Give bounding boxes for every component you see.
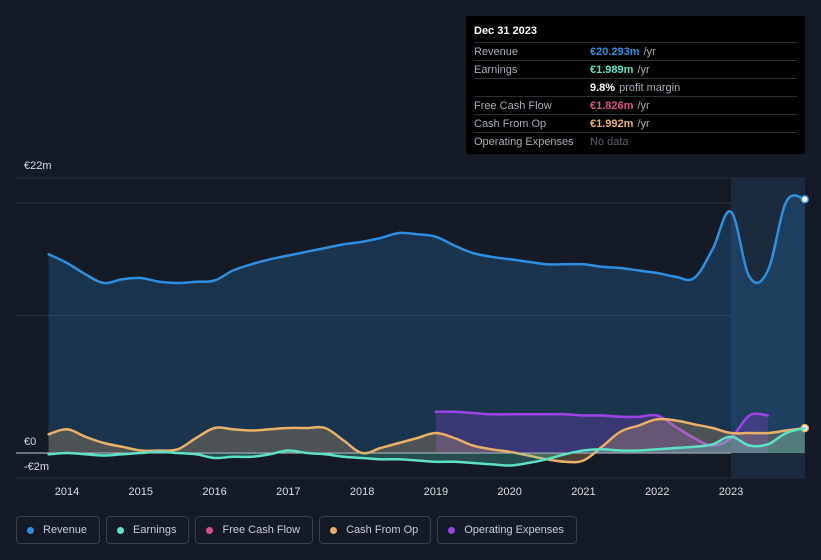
tooltip-row-cash-from-op: Cash From Op €1.992m /yr [474,114,797,132]
tooltip-value: €20.293m [590,45,640,58]
x-tick-label: 2015 [129,486,153,498]
tooltip-title: Dec 31 2023 [474,25,537,37]
legend-label: Earnings [133,524,177,536]
axes: €22m €0 -€2m 2014 2015 2016 2017 2018 2019 2020 20… [24,160,743,498]
earnings-line [47,426,807,467]
y-tick-label: €0 [24,436,36,448]
tooltip-unit: /yr [643,45,656,58]
x-tick-label: 2020 [497,486,521,498]
highlight-region [731,178,805,478]
cash-from-op-line [47,417,807,464]
tooltip-unit: /yr [637,99,650,112]
x-tick-label: 2019 [424,486,448,498]
legend-item-free-cash-flow[interactable]: Free Cash Flow [195,516,314,544]
tooltip-unit: /yr [637,63,650,76]
x-tick-label: 2018 [350,486,374,498]
tooltip-label: Revenue [474,45,519,58]
tooltip-label: Operating Expenses [474,135,574,148]
legend-dot-icon [206,526,214,534]
tooltip-row-revenue: Revenue €20.293m /yr [474,42,797,60]
legend-dot-icon [448,526,456,534]
tooltip-label: Earnings [474,63,518,76]
legend-dot-icon [27,526,34,534]
tooltip: Dec 31 2023 Revenue €20.293m /yr Earning… [466,16,805,154]
series-group [47,194,810,467]
x-tick-label: 2014 [55,486,79,498]
revenue-line [47,194,807,285]
legend-item-cash-from-op[interactable]: Cash From Op [319,516,432,544]
tooltip-label: Free Cash Flow [474,99,552,112]
revenue-area [48,195,805,453]
y-tick-label: €22m [24,160,52,172]
highlight-rect [731,178,805,478]
legend-label: Revenue [43,524,88,536]
tooltip-unit: profit margin [619,81,681,94]
tooltip-row-profit-margin: 9.8% profit margin [474,78,797,96]
tooltip-row-free-cash-flow: Free Cash Flow €1.826m /yr [474,96,797,114]
tooltip-row-earnings: Earnings €1.989m /yr [474,60,797,78]
y-tick-label: -€2m [24,461,49,473]
legend-label: Cash From Op [346,524,419,536]
x-tick-label: 2017 [276,486,300,498]
tooltip-label: Cash From Op [474,117,547,130]
x-tick-label: 2023 [719,486,743,498]
tooltip-value: €1.992m [590,117,634,130]
legend-dot-icon [330,526,338,534]
operating-expenses-area [435,411,768,453]
tooltip-value: €1.826m [590,99,634,112]
legend: Revenue Earnings Free Cash Flow Cash Fro… [16,516,577,544]
x-tick-label: 2021 [571,486,595,498]
legend-label: Free Cash Flow [222,524,301,536]
tooltip-value: No data [590,135,629,148]
legend-item-revenue[interactable]: Revenue [16,516,101,544]
tooltip-row-operating-expenses: Operating Expenses No data [474,132,797,150]
legend-item-operating-expenses[interactable]: Operating Expenses [437,516,577,544]
legend-item-earnings[interactable]: Earnings [106,516,190,544]
tooltip-unit: /yr [637,117,650,130]
tooltip-value: 9.8% [590,81,616,94]
x-tick-label: 2016 [202,486,226,498]
revenue-end-point [800,195,810,204]
legend-dot-icon [117,526,125,534]
tooltip-value: €1.989m [590,63,634,76]
legend-label: Operating Expenses [464,524,564,536]
x-tick-label: 2022 [645,486,669,498]
